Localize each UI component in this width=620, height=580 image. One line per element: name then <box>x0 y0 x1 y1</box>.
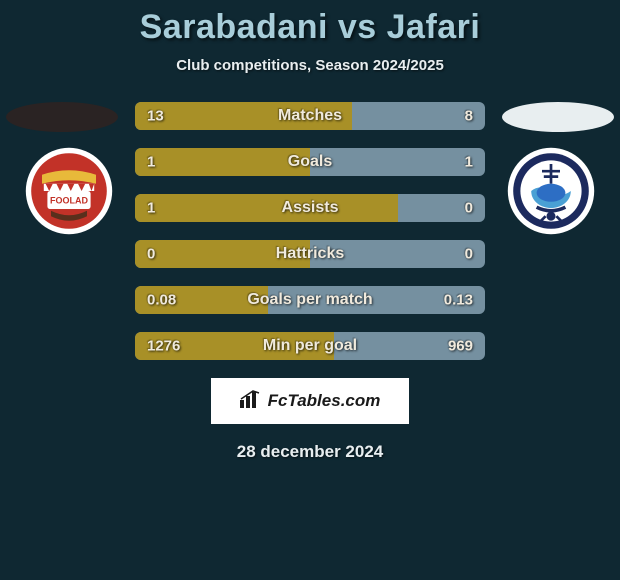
stat-row: 0.08 Goals per match 0.13 <box>135 286 485 314</box>
stat-value-right: 1 <box>465 154 473 171</box>
team-right-badge <box>506 146 596 236</box>
stat-row: 1 Assists 0 <box>135 194 485 222</box>
stat-value-left: 1 <box>147 154 155 171</box>
malavan-crest-icon <box>506 146 596 236</box>
stat-row: 13 Matches 8 <box>135 102 485 130</box>
stat-value-left: 0.08 <box>147 292 176 309</box>
svg-text:FOOLAD: FOOLAD <box>50 196 88 206</box>
stat-label: Goals <box>288 153 332 171</box>
stat-value-right: 969 <box>448 338 473 355</box>
stat-value-left: 1 <box>147 200 155 217</box>
stat-row: 0 Hattricks 0 <box>135 240 485 268</box>
stat-value-right: 0.13 <box>444 292 473 309</box>
stat-value-right: 0 <box>465 246 473 263</box>
stat-row: 1 Goals 1 <box>135 148 485 176</box>
stat-value-left: 1276 <box>147 338 180 355</box>
stat-label: Matches <box>278 107 342 125</box>
foolad-crest-icon: FOOLAD <box>24 146 114 236</box>
page-title: Sarabadani vs Jafari <box>0 8 620 47</box>
stat-label: Hattricks <box>276 245 344 263</box>
team-left-badge: FOOLAD <box>24 146 114 236</box>
subtitle: Club competitions, Season 2024/2025 <box>0 57 620 74</box>
date-label: 28 december 2024 <box>0 442 620 462</box>
ellipse-right <box>502 102 614 132</box>
comparison-panel: FOOLAD 13 Matches 8 1 Goals 1 1 Assists 0 0 Hattri… <box>0 102 620 360</box>
stat-value-left: 13 <box>147 108 164 125</box>
stat-bar-left <box>135 148 310 176</box>
stat-label: Assists <box>282 199 339 217</box>
stat-row: 1276 Min per goal 969 <box>135 332 485 360</box>
logo-text: FcTables.com <box>268 391 381 411</box>
stat-value-right: 0 <box>465 200 473 217</box>
ellipse-left <box>6 102 118 132</box>
stat-value-left: 0 <box>147 246 155 263</box>
stat-bar-left <box>135 194 398 222</box>
stat-label: Goals per match <box>247 291 372 309</box>
stat-label: Min per goal <box>263 337 357 355</box>
stat-value-right: 8 <box>465 108 473 125</box>
stats-bars: 13 Matches 8 1 Goals 1 1 Assists 0 0 Hattricks 0 0.0… <box>135 102 485 360</box>
bar-chart-icon <box>240 390 262 413</box>
fctables-logo: FcTables.com <box>211 378 409 424</box>
